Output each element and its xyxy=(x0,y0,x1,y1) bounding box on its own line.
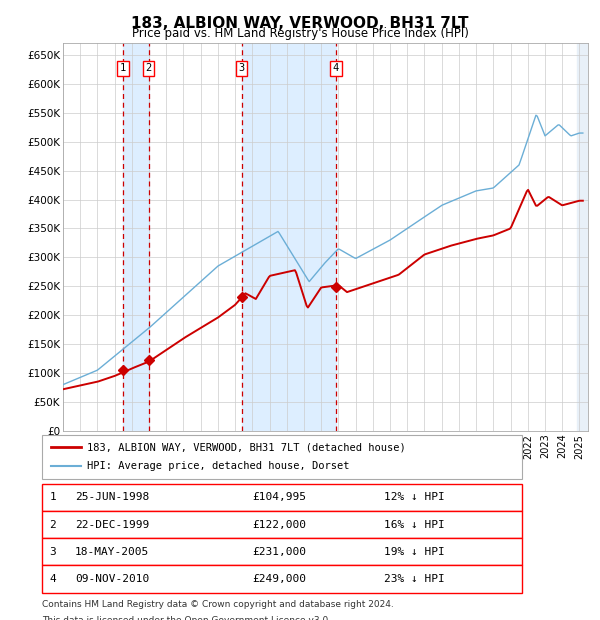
Text: £122,000: £122,000 xyxy=(252,520,306,529)
Text: Contains HM Land Registry data © Crown copyright and database right 2024.: Contains HM Land Registry data © Crown c… xyxy=(42,600,394,609)
Text: 12% ↓ HPI: 12% ↓ HPI xyxy=(384,492,445,502)
Text: This data is licensed under the Open Government Licence v3.0.: This data is licensed under the Open Gov… xyxy=(42,616,331,620)
Text: 2: 2 xyxy=(146,63,152,73)
Text: 3: 3 xyxy=(49,547,56,557)
Bar xyxy=(242,43,336,431)
Text: 19% ↓ HPI: 19% ↓ HPI xyxy=(384,547,445,557)
Text: 23% ↓ HPI: 23% ↓ HPI xyxy=(384,574,445,584)
Text: £104,995: £104,995 xyxy=(252,492,306,502)
Text: 18-MAY-2005: 18-MAY-2005 xyxy=(75,547,149,557)
Text: 2: 2 xyxy=(49,520,56,529)
Text: 1: 1 xyxy=(120,63,126,73)
Text: 183, ALBION WAY, VERWOOD, BH31 7LT (detached house): 183, ALBION WAY, VERWOOD, BH31 7LT (deta… xyxy=(87,443,406,453)
Text: 4: 4 xyxy=(49,574,56,584)
Text: Price paid vs. HM Land Registry's House Price Index (HPI): Price paid vs. HM Land Registry's House … xyxy=(131,27,469,40)
Text: 09-NOV-2010: 09-NOV-2010 xyxy=(75,574,149,584)
Text: HPI: Average price, detached house, Dorset: HPI: Average price, detached house, Dors… xyxy=(87,461,349,471)
Text: 22-DEC-1999: 22-DEC-1999 xyxy=(75,520,149,529)
Text: 1: 1 xyxy=(49,492,56,502)
Text: £231,000: £231,000 xyxy=(252,547,306,557)
Text: 3: 3 xyxy=(239,63,245,73)
Bar xyxy=(123,43,149,431)
Text: 16% ↓ HPI: 16% ↓ HPI xyxy=(384,520,445,529)
Text: 4: 4 xyxy=(333,63,339,73)
Text: 25-JUN-1998: 25-JUN-1998 xyxy=(75,492,149,502)
Text: 183, ALBION WAY, VERWOOD, BH31 7LT: 183, ALBION WAY, VERWOOD, BH31 7LT xyxy=(131,16,469,30)
Bar xyxy=(577,43,588,431)
Text: £249,000: £249,000 xyxy=(252,574,306,584)
